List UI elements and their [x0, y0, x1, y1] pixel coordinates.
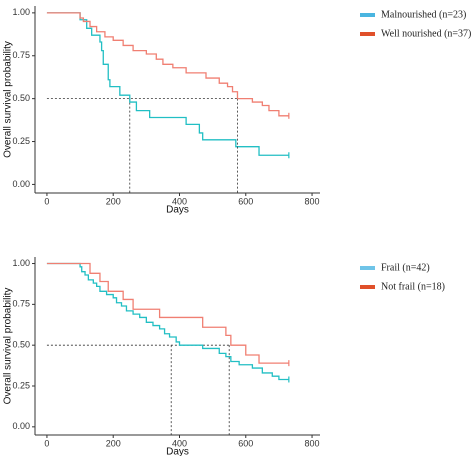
y-tick-label: 0.25: [12, 380, 30, 390]
legend-label: Well nourished (n=37): [381, 28, 471, 39]
legend-label: Malnourished (n=23): [381, 9, 466, 20]
x-tick-label: 0: [44, 196, 49, 206]
y-tick-label: 0.75: [12, 50, 30, 60]
x-tick-label: 200: [106, 196, 121, 206]
x-axis-label: Days: [166, 447, 189, 456]
x-tick-label: 400: [172, 196, 187, 206]
x-tick-label: 200: [106, 438, 121, 448]
legend-swatch: [360, 32, 375, 36]
y-tick-label: 0.50: [12, 340, 30, 350]
x-tick-label: 0: [44, 438, 49, 448]
y-tick-label: 0.75: [12, 299, 30, 309]
legend-swatch: [360, 13, 375, 17]
y-tick-label: 0.50: [12, 93, 30, 103]
x-axis-label: Days: [166, 205, 189, 216]
y-tick-label: 0.00: [12, 179, 30, 189]
y-tick-label: 0.25: [12, 136, 30, 146]
survival-curve: [46, 262, 289, 381]
y-tick-label: 1.00: [12, 258, 30, 268]
x-tick-label: 800: [305, 438, 320, 448]
survival-curve: [46, 12, 289, 156]
legend-label: Frail (n=42): [381, 262, 430, 273]
y-tick-label: 1.00: [12, 7, 30, 17]
y-axis-label: Overall survival probability: [3, 288, 14, 405]
survival-curve: [46, 262, 289, 364]
survival-curve: [46, 12, 289, 117]
y-tick-label: 0.00: [12, 421, 30, 431]
x-tick-label: 800: [305, 196, 320, 206]
legend-swatch: [360, 285, 375, 289]
legend-label: Not frail (n=18): [381, 281, 445, 292]
legend-swatch: [360, 266, 375, 270]
x-tick-label: 400: [172, 438, 187, 448]
x-tick-label: 600: [238, 196, 253, 206]
x-tick-label: 600: [238, 438, 253, 448]
y-axis-label: Overall survival probability: [3, 41, 14, 158]
